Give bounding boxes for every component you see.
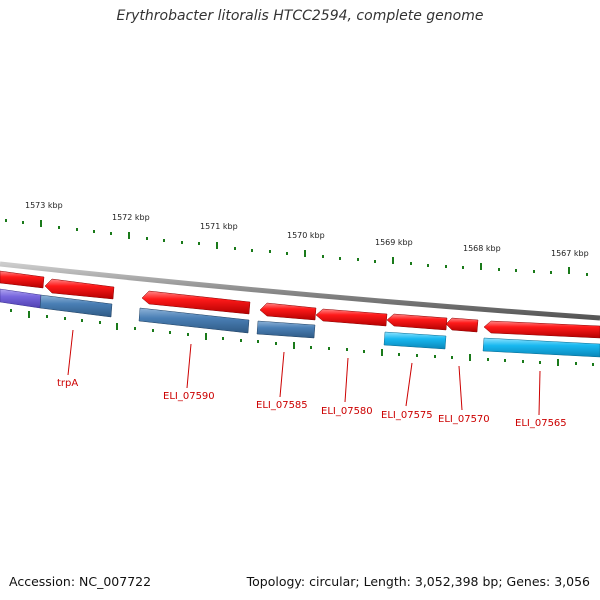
gene-leader-lines	[67, 329, 541, 416]
gene-reverse-3[interactable]	[256, 320, 316, 339]
gene-label-trpA[interactable]: trpA	[57, 378, 78, 389]
gene-label-ELI_07580[interactable]: ELI_07580	[321, 406, 373, 417]
gene-forward-7[interactable]	[445, 317, 479, 333]
gene-forward-4[interactable]	[259, 302, 317, 321]
inner-scale-ticks	[10, 309, 594, 366]
gene-reverse-4[interactable]	[383, 331, 447, 350]
scale-label-1567: 1567 kbp	[551, 249, 589, 258]
gene-forward-1[interactable]	[0, 270, 45, 289]
gene-reverse-2[interactable]	[138, 307, 250, 334]
scale-label-1570: 1570 kbp	[287, 231, 325, 240]
map-title: Erythrobacter litoralis HTCC2594, comple…	[116, 8, 484, 24]
gene-forward-2[interactable]	[44, 278, 115, 300]
gene-label-ELI_07570[interactable]: ELI_07570	[438, 414, 490, 425]
gene-label-ELI_07575[interactable]: ELI_07575	[381, 410, 433, 421]
gene-forward-3[interactable]	[141, 290, 251, 315]
scale-label-1572: 1572 kbp	[112, 213, 150, 222]
gene-forward-8[interactable]	[483, 320, 600, 339]
gene-reverse-5[interactable]	[482, 337, 600, 358]
genome-backbone	[0, 261, 600, 321]
gene-reverse-1[interactable]	[39, 294, 113, 318]
gene-forward-5[interactable]	[315, 308, 388, 327]
gene-label-ELI_07585[interactable]: ELI_07585	[256, 400, 308, 411]
gene-label-ELI_07565[interactable]: ELI_07565	[515, 418, 567, 429]
accession-text: Accession: NC_007722	[9, 574, 152, 589]
scale-label-1569: 1569 kbp	[375, 238, 413, 247]
scale-label-1571: 1571 kbp	[200, 222, 238, 231]
gene-label-ELI_07590[interactable]: ELI_07590	[163, 391, 215, 402]
outer-scale-ticks	[5, 219, 588, 276]
forward-genes	[0, 270, 600, 339]
gene-forward-6[interactable]	[386, 313, 448, 331]
reverse-genes	[0, 288, 600, 358]
genome-stats-text: Topology: circular; Length: 3,052,398 bp…	[246, 574, 590, 589]
scale-label-1568: 1568 kbp	[463, 244, 501, 253]
gene-reverse-purple[interactable]	[0, 288, 42, 309]
scale-label-1573: 1573 kbp	[25, 201, 63, 210]
